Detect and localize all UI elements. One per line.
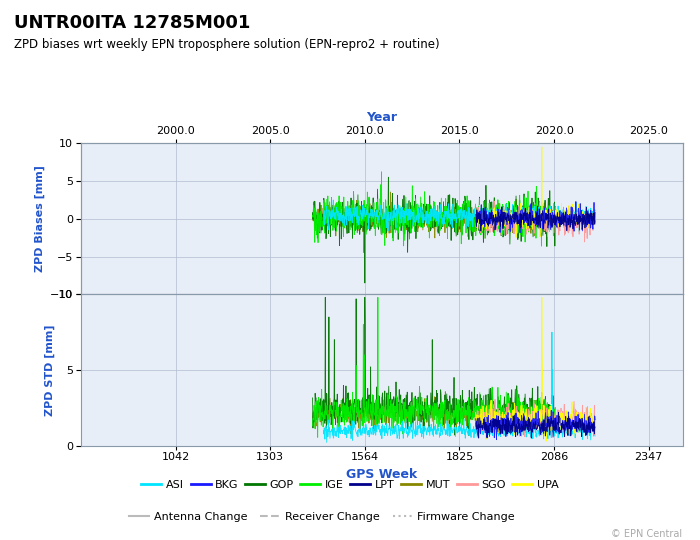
X-axis label: GPS Week: GPS Week [346,468,417,481]
Text: ZPD biases wrt weekly EPN troposphere solution (EPN-repro2 + routine): ZPD biases wrt weekly EPN troposphere so… [14,38,440,51]
Text: UNTR00ITA 12785M001: UNTR00ITA 12785M001 [14,14,251,31]
Legend: ASI, BKG, GOP, IGE, LPT, MUT, SGO, UPA: ASI, BKG, GOP, IGE, LPT, MUT, SGO, UPA [137,475,563,494]
Y-axis label: ZPD STD [mm]: ZPD STD [mm] [44,324,55,416]
Y-axis label: ZPD Biases [mm]: ZPD Biases [mm] [35,165,46,272]
Text: © EPN Central: © EPN Central [611,529,682,539]
X-axis label: Year: Year [366,111,397,124]
Legend: Antenna Change, Receiver Change, Firmware Change: Antenna Change, Receiver Change, Firmwar… [125,508,519,526]
